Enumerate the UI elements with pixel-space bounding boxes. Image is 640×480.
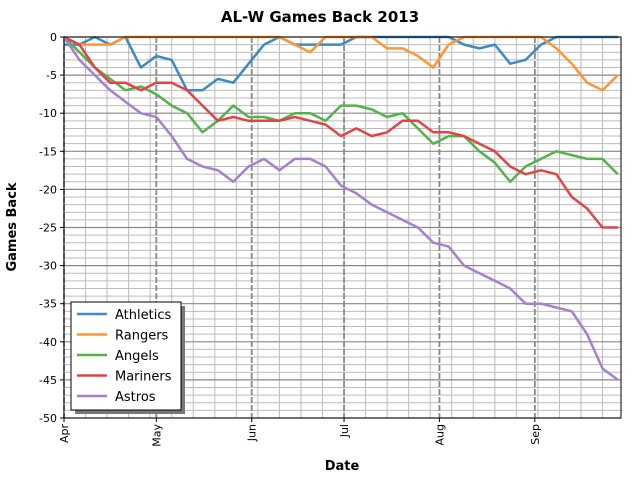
legend-label: Mariners <box>115 370 172 385</box>
y-tick-label: -25 <box>39 222 57 235</box>
y-tick-label: -15 <box>39 145 57 158</box>
y-tick-label: -20 <box>39 183 57 196</box>
y-tick-label: -40 <box>39 336 57 349</box>
y-tick-label: -10 <box>39 107 57 120</box>
chart-title: AL-W Games Back 2013 <box>221 8 419 26</box>
series-line-mariners <box>63 35 618 229</box>
x-tick-label: Jun <box>246 424 259 442</box>
y-axis-ticks: 0 -5 -10 -15 -20 -25 -30 -35 -40 -45 -50 <box>39 31 64 425</box>
x-axis-ticks: Apr May Jun Jul Aug Sep <box>58 418 542 447</box>
series-lines <box>62 35 619 381</box>
x-tick-label: Jul <box>338 424 351 438</box>
x-tick-label: Aug <box>433 424 446 445</box>
legend-label: Athletics <box>115 308 171 323</box>
x-tick-label: May <box>150 424 163 447</box>
legend-label: Angels <box>115 349 159 364</box>
legend-label: Astros <box>115 390 156 405</box>
x-tick-label: Sep <box>529 424 542 445</box>
series-line-athletics <box>64 35 618 92</box>
series-line-angels <box>63 36 619 184</box>
y-axis-label: Games Back <box>5 182 20 271</box>
series-line-astros <box>62 36 619 381</box>
y-tick-label: -35 <box>39 298 57 311</box>
legend: Athletics Rangers Angels Mariners Astros <box>70 301 185 414</box>
legend-label: Rangers <box>115 329 169 344</box>
y-tick-label: -5 <box>46 69 57 82</box>
y-tick-label: -30 <box>39 260 57 273</box>
x-axis-label: Date <box>325 459 360 474</box>
y-tick-label: 0 <box>50 31 57 44</box>
y-tick-label: -45 <box>39 374 57 387</box>
y-tick-label: -50 <box>39 412 57 425</box>
x-tick-label: Apr <box>58 424 71 444</box>
